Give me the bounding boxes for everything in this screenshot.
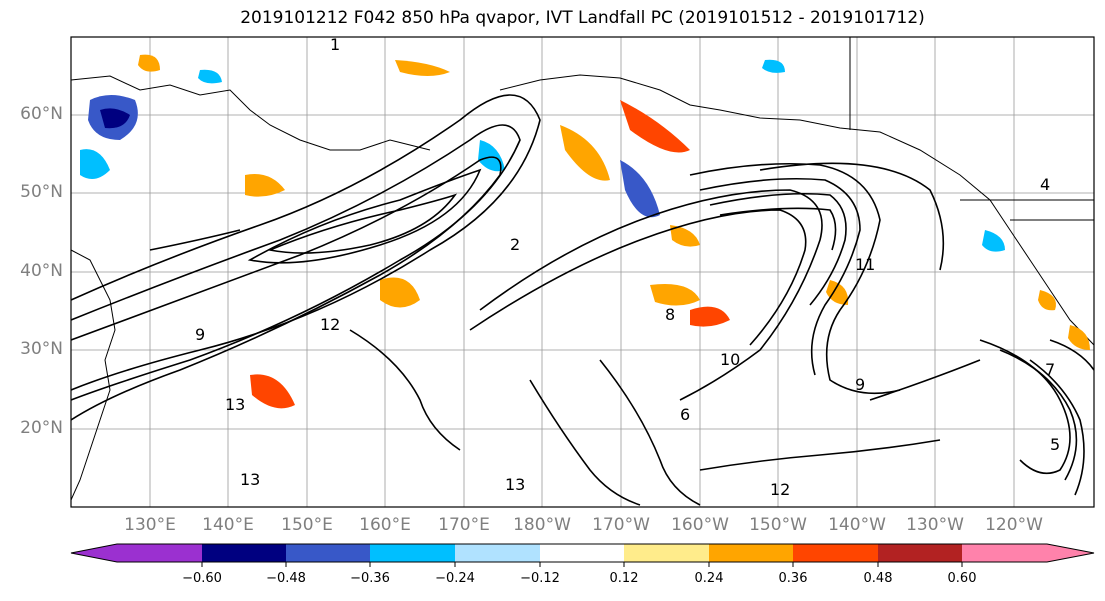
contour-label: 12 (770, 480, 790, 499)
ivt-contours (71, 94, 1094, 506)
longitude-label: 140°W (828, 515, 886, 535)
longitude-label: 150°E (281, 515, 333, 535)
latitude-label: 40°N (20, 261, 63, 281)
longitude-label: 170°E (438, 515, 490, 535)
longitude-label: 180°W (513, 515, 571, 535)
longitude-label: 170°W (592, 515, 650, 535)
contour-label: 12 (320, 315, 340, 334)
contour-label: 6 (680, 405, 690, 424)
colorbar-tick-label: −0.36 (350, 571, 390, 586)
contour-label: 13 (240, 470, 260, 489)
colorbar-tick-label: −0.60 (182, 571, 222, 586)
contour-label: 1 (330, 35, 340, 54)
contour-label: 2 (510, 235, 520, 254)
qvapor-shading (80, 54, 1090, 409)
longitude-label: 160°W (671, 515, 729, 535)
colorbar-tick-label: 0.60 (947, 571, 977, 586)
latitude-label: 60°N (20, 104, 63, 124)
colorbar-tick-label: 0.36 (778, 571, 808, 586)
contour-label: 10 (720, 350, 740, 369)
longitude-label: 140°E (202, 515, 254, 535)
colorbar-tick-label: −0.48 (266, 571, 306, 586)
colorbar-tick-label: −0.24 (435, 571, 475, 586)
contour-label: 8 (665, 305, 675, 324)
map-title: 2019101212 F042 850 hPa qvapor, IVT Land… (240, 8, 925, 28)
longitude-label: 150°W (749, 515, 807, 535)
longitude-label: 120°W (985, 515, 1043, 535)
contour-label: 7 (1045, 360, 1055, 379)
coastlines (71, 37, 1094, 501)
longitude-label: 130°W (906, 515, 964, 535)
contour-label: 9 (195, 325, 205, 344)
contour-label: 5 (1050, 435, 1060, 454)
contour-label: 13 (505, 475, 525, 494)
latitude-label: 30°N (20, 339, 63, 359)
contour-label: 9 (855, 375, 865, 394)
contour-label: 13 (225, 395, 245, 414)
colorbar-tick-label: 0.24 (694, 571, 724, 586)
colorbar-tick-label: −0.12 (520, 571, 560, 586)
colorbar-tick-label: 0.12 (609, 571, 639, 586)
graticule (71, 37, 1094, 507)
contour-label-group: 1 2 9 12 13 10 8 9 11 13 5 4 12 13 6 7 (195, 35, 1060, 499)
latitude-label: 50°N (20, 182, 63, 202)
contour-label: 4 (1040, 175, 1050, 194)
map-frame (70, 36, 1095, 508)
longitude-label: 160°E (359, 515, 411, 535)
longitude-label: 130°E (124, 515, 176, 535)
colorbar-tick-label: 0.48 (863, 571, 893, 586)
latitude-label: 20°N (20, 418, 63, 438)
contour-label: 11 (855, 255, 875, 274)
